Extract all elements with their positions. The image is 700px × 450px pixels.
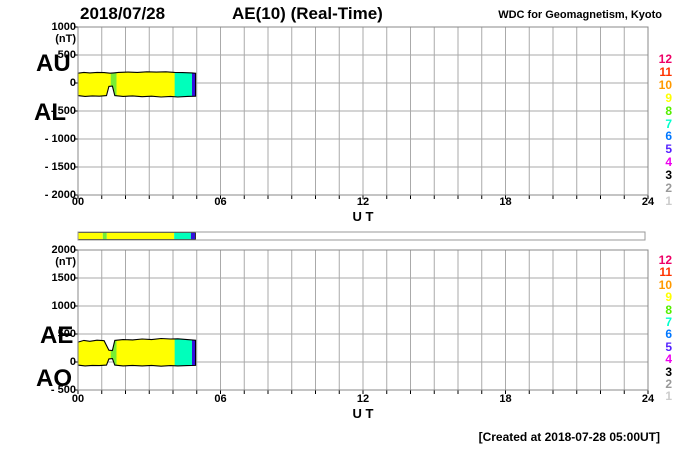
legend-station-count: 3 <box>665 168 672 183</box>
legend-station-count: 8 <box>665 302 672 317</box>
y-axis-unit: (nT) <box>55 33 76 45</box>
ut-axis-label: U T <box>352 406 374 421</box>
y-tick-label: 500 <box>57 49 76 61</box>
page-title: AE(10) (Real-Time) <box>232 4 383 23</box>
legend-station-count: 9 <box>665 290 672 305</box>
y-tick-label: - 2000 <box>44 189 76 201</box>
x-tick-label: 24 <box>641 196 655 208</box>
y-tick-label: 500 <box>57 328 76 340</box>
title-date: 2018/07/28 <box>80 4 166 23</box>
ae-label: AE <box>40 322 74 349</box>
legend-station-count: 7 <box>665 116 672 131</box>
y-tick-label: 0 <box>69 77 76 89</box>
x-tick-label: 12 <box>356 196 370 208</box>
created-timestamp: [Created at 2018-07-28 05:00UT] <box>478 430 660 444</box>
au-al-chart <box>74 26 649 199</box>
x-tick-label: 12 <box>356 393 370 405</box>
ao-label: AO <box>36 365 72 392</box>
legend-station-count: 8 <box>665 103 672 118</box>
y-tick-label: 1000 <box>51 300 76 312</box>
legend-station-count: 6 <box>665 129 672 144</box>
legend-station-count: 1 <box>665 389 672 404</box>
legend-station-count: 3 <box>665 364 672 379</box>
y-axis-unit: (nT) <box>55 256 76 268</box>
x-tick-label: 18 <box>499 196 512 208</box>
legend-station-count: 2 <box>665 377 672 391</box>
y-tick-label: 1000 <box>51 21 76 33</box>
ae-ao-chart <box>74 249 649 394</box>
legend-station-count: 4 <box>665 352 672 367</box>
y-tick-label: - 500 <box>50 105 76 117</box>
x-tick-label: 24 <box>641 393 655 405</box>
x-tick-label: 06 <box>214 196 227 208</box>
y-tick-label: - 1000 <box>44 133 76 145</box>
credit-label: WDC for Geomagnetism, Kyoto <box>498 9 662 21</box>
legend-station-count: 12 <box>658 52 672 66</box>
legend-station-count: 5 <box>665 339 672 354</box>
y-tick-label: - 500 <box>50 384 76 396</box>
legend-station-count: 4 <box>665 155 672 170</box>
legend-station-count: 2 <box>665 181 672 195</box>
x-tick-label: 00 <box>71 196 85 208</box>
x-tick-label: 18 <box>499 393 512 405</box>
legend-station-count: 1 <box>665 193 672 208</box>
x-tick-label: 00 <box>71 393 85 405</box>
station-count-strip <box>77 231 646 241</box>
legend-station-count: 6 <box>665 327 672 342</box>
legend-station-count: 11 <box>659 265 672 280</box>
legend-station-count: 10 <box>658 77 672 92</box>
y-tick-label: 1500 <box>51 272 76 284</box>
ut-axis-label: U T <box>352 209 374 224</box>
legend-station-count: 9 <box>665 90 672 105</box>
y-tick-label: - 1500 <box>44 161 76 173</box>
x-tick-label: 06 <box>214 393 227 405</box>
legend-station-count: 5 <box>665 142 672 157</box>
legend-station-count: 12 <box>658 253 672 267</box>
y-tick-label: 2000 <box>51 244 76 256</box>
al-label: AL <box>34 99 66 126</box>
legend-station-count: 10 <box>658 277 672 292</box>
legend-station-count: 11 <box>659 64 672 79</box>
y-tick-label: 0 <box>69 356 76 368</box>
legend-station-count: 7 <box>665 315 672 329</box>
au-label: AU <box>36 50 71 77</box>
